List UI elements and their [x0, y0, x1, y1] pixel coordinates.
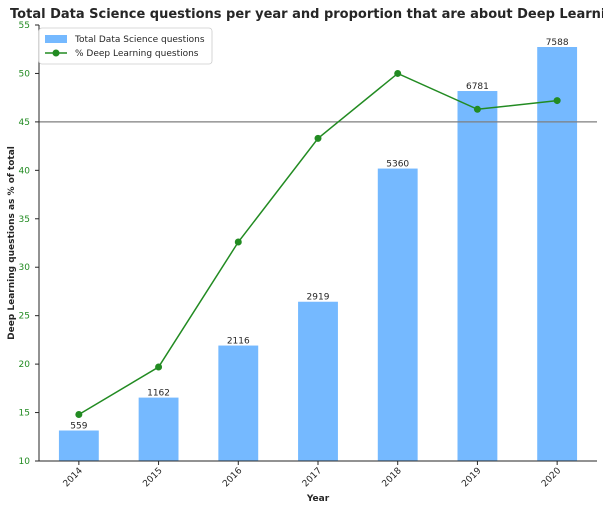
line-point [155, 363, 163, 371]
line-point [553, 97, 561, 105]
y-axis-label: Deep Learning questions as % of total [7, 146, 17, 340]
legend-frame [38, 27, 213, 65]
line-series-layer [75, 69, 561, 418]
x-ticks: 2014 2015 2016 2017 2018 2019 2020 [62, 461, 563, 489]
legend: Total Data Science questions % Deep Lear… [38, 27, 213, 65]
bar [298, 301, 338, 461]
x-tick-label: 2019 [460, 466, 483, 489]
y-tick-label: 55 [19, 21, 30, 31]
bar [377, 168, 418, 461]
bar-value-label: 2919 [307, 293, 330, 303]
bar [457, 91, 498, 461]
x-tick-label: 2016 [221, 466, 244, 489]
bar-value-label: 6781 [466, 82, 489, 92]
y-tick-label: 45 [19, 118, 30, 128]
chart-title: Total Data Science questions per year an… [10, 7, 603, 22]
bar-value-label: 559 [70, 422, 87, 432]
bar-value-label: 1162 [147, 389, 170, 399]
bar [58, 430, 99, 461]
y-tick-label: 20 [19, 360, 31, 370]
y-tick-label: 15 [19, 409, 30, 419]
line-point [394, 69, 402, 77]
bar-value-label: 7588 [546, 38, 569, 48]
y-tick-label: 10 [19, 457, 31, 467]
bars-layer: 559 1162 2116 2919 5360 6781 7588 [58, 38, 578, 461]
y-tick-label: 30 [19, 263, 31, 273]
x-tick-label: 2014 [62, 466, 85, 489]
bar-value-label: 2116 [227, 337, 250, 347]
bar [537, 47, 578, 461]
y-ticks: 10 15 20 25 30 35 40 45 50 55 [19, 21, 39, 467]
line-point [473, 105, 481, 113]
x-axis-label: Year [306, 494, 330, 504]
legend-line-marker [52, 49, 60, 57]
bar [218, 345, 259, 461]
y-tick-label: 40 [19, 166, 31, 176]
y-tick-label: 25 [19, 312, 30, 322]
x-tick-label: 2015 [141, 466, 164, 489]
legend-line-label: % Deep Learning questions [75, 49, 199, 59]
y-tick-label: 35 [19, 215, 30, 225]
legend-bar-label: Total Data Science questions [74, 35, 205, 45]
line-point [75, 410, 83, 418]
bar [138, 397, 179, 461]
x-tick-label: 2017 [301, 466, 324, 489]
y-tick-label: 50 [19, 69, 31, 79]
bar-value-label: 5360 [386, 160, 409, 170]
x-tick-label: 2018 [381, 466, 404, 489]
line-point [234, 238, 242, 246]
legend-bar-swatch [45, 35, 67, 43]
line-point [314, 134, 322, 142]
x-tick-label: 2020 [540, 466, 563, 489]
